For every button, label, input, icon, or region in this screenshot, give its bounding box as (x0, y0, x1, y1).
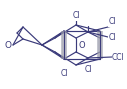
Text: O: O (79, 40, 85, 49)
Text: Cl: Cl (60, 70, 68, 78)
Text: CCl: CCl (112, 53, 125, 61)
Text: O: O (4, 40, 12, 49)
Text: Cl: Cl (108, 33, 116, 43)
Text: Cl: Cl (108, 18, 116, 27)
Text: Cl: Cl (84, 66, 92, 74)
Text: Cl: Cl (72, 11, 80, 20)
